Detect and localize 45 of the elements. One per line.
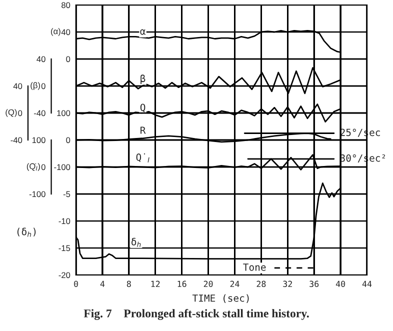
annotation: Tone — [243, 264, 266, 271]
x-tick-label: 12 — [151, 280, 160, 287]
y-tick-label: -10 — [58, 218, 70, 224]
y-tick-label: -20 — [58, 272, 70, 278]
x-tick-label: 24 — [230, 280, 240, 287]
annotation: R — [140, 126, 146, 134]
x-tick-label: 32 — [283, 280, 292, 288]
x-tick-label: 0 — [74, 280, 78, 288]
annotation: Q — [140, 104, 146, 112]
x-tick-label: 20 — [204, 280, 213, 288]
annotation: α — [140, 29, 146, 35]
y-tick-label: 0 — [66, 56, 70, 62]
y-axis-title: (β) — [30, 82, 40, 90]
y-tick-label: 0 — [41, 83, 46, 90]
y-axis-title: (α) — [51, 28, 60, 36]
x-tick-label: 8 — [126, 280, 131, 288]
y-tick-label: 40 — [13, 83, 22, 90]
x-tick-label: 40 — [336, 280, 346, 288]
y-tick-label: 40 — [61, 29, 70, 36]
caption: Fig. 7 Prolonged aft-stick stall time history. — [84, 308, 309, 320]
y-tick-label: 0 — [66, 137, 70, 144]
y-axis-title: (Q) — [6, 109, 17, 117]
x-tick-label: 16 — [178, 280, 186, 288]
y-tick-label: 80 — [62, 2, 70, 8]
x-tick-label: 36 — [310, 280, 319, 288]
annotation: β — [140, 74, 146, 84]
y-tick-label: -100 — [29, 191, 46, 198]
x-tick-label: 28 — [256, 280, 266, 288]
y-tick-label: 0 — [18, 110, 22, 116]
x-tick-label: 4 — [100, 280, 105, 287]
y-tick-label: -5 — [63, 191, 70, 198]
annotation: δ$_{h}$ — [132, 238, 141, 247]
x-tick-label: 44 — [362, 280, 372, 287]
y-axis-title: (Q̇$_{I}$) — [26, 163, 40, 171]
y-tick-label: -15 — [58, 245, 70, 252]
y-tick-label: -100 — [54, 164, 70, 170]
annotation: Q̇$_{I}$ — [136, 153, 150, 162]
y-tick-label: -40 — [34, 110, 46, 116]
y-tick-label: 0 — [41, 164, 46, 170]
y-axis-title: (δ$_{h}$) — [17, 228, 36, 237]
y-tick-label: 100 — [32, 137, 46, 144]
y-tick-label: 40 — [36, 56, 46, 62]
x-axis-title: TIME (sec) — [192, 294, 249, 303]
y-tick-label: 100 — [57, 110, 70, 116]
y-tick-label: -40 — [10, 137, 22, 144]
